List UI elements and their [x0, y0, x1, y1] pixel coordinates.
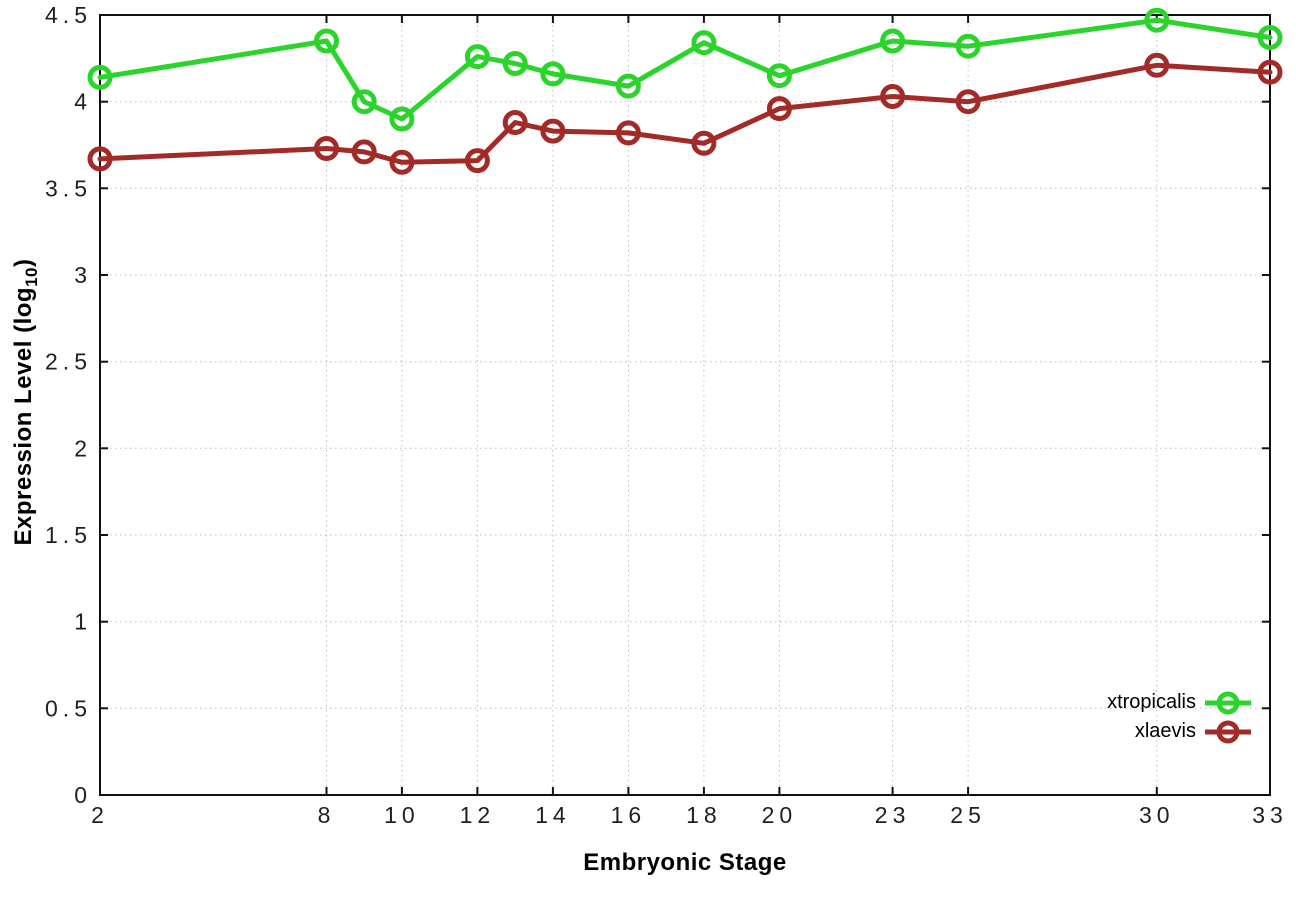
x-tick-label: 14 [535, 802, 571, 828]
data-point-xtropicalis [691, 30, 717, 56]
x-tick-label: 33 [1252, 802, 1288, 828]
data-point-xlaevis [540, 118, 566, 144]
x-axis-label: Embryonic Stage [583, 849, 787, 876]
data-point-xlaevis [1144, 52, 1170, 78]
x-tick-label: 8 [318, 802, 336, 828]
x-tick-label: 25 [950, 802, 986, 828]
data-point-xtropicalis [540, 61, 566, 87]
data-point-xtropicalis [314, 28, 339, 54]
data-point-xlaevis [615, 120, 641, 146]
y-tick-label: 2.5 [45, 349, 92, 375]
y-tick-label: 1 [74, 609, 92, 635]
data-point-xtropicalis [1257, 25, 1283, 50]
x-tick-label: 2 [91, 802, 109, 828]
x-tick-label: 20 [762, 802, 798, 828]
y-tick-label: 2 [74, 435, 92, 461]
x-tick-label: 18 [686, 802, 722, 828]
y-tick-label: 3.5 [45, 175, 92, 201]
data-point-xtropicalis [955, 33, 981, 59]
plot-border [99, 14, 1271, 796]
legend-marker-xtropicalis-icon [1205, 691, 1251, 714]
legend-marker-xlaevis-icon [1205, 720, 1251, 743]
data-point-xlaevis [1257, 59, 1283, 85]
legend-label-xlaevis: xlaevis [1134, 720, 1196, 742]
data-point-xlaevis [502, 110, 528, 135]
legend-label-xtropicalis: xtropicalis [1107, 691, 1196, 713]
data-point-xtropicalis [351, 89, 377, 115]
y-tick-label: 4 [74, 89, 92, 115]
series-line-xlaevis [97, 62, 1273, 165]
data-point-xtropicalis [766, 63, 792, 89]
data-point-xtropicalis [87, 64, 113, 90]
data-point-xtropicalis [502, 51, 528, 76]
y-axis-label-subscript: 10 [21, 267, 41, 287]
y-tick-label: 0.5 [45, 695, 92, 721]
y-tick-label: 0 [74, 782, 92, 808]
legend: xtropicalis xlaevis [1107, 688, 1251, 746]
legend-item-xlaevis: xlaevis [1107, 717, 1251, 746]
data-point-xtropicalis [615, 73, 641, 99]
x-tick-label: 23 [875, 802, 911, 828]
data-point-xlaevis [691, 130, 717, 156]
data-point-xlaevis [87, 146, 113, 172]
series-line-xtropicalis [97, 17, 1273, 122]
y-axis-label: Expression Level (log10) [10, 259, 42, 546]
data-point-xlaevis [464, 148, 490, 174]
data-point-xtropicalis [880, 28, 906, 54]
data-point-xlaevis [766, 96, 792, 122]
legend-item-xtropicalis: xtropicalis [1107, 688, 1251, 717]
data-point-xlaevis [389, 149, 415, 175]
y-axis-label-close: ) [10, 258, 38, 268]
y-tick-label: 1.5 [45, 522, 92, 548]
data-point-xlaevis [351, 139, 377, 165]
data-point-xlaevis [955, 89, 981, 115]
data-point-xlaevis [314, 136, 339, 161]
y-tick-label: 3 [74, 262, 92, 288]
data-point-xtropicalis [389, 106, 415, 132]
x-tick-label: 16 [611, 802, 647, 828]
data-point-xlaevis [880, 84, 906, 109]
x-tick-label: 10 [384, 802, 420, 828]
data-point-xtropicalis [464, 44, 490, 70]
y-axis-label-text: Expression Level (log [10, 286, 38, 546]
data-point-xtropicalis [1144, 7, 1170, 33]
x-tick-label: 12 [460, 802, 496, 828]
x-tick-label: 30 [1139, 802, 1175, 828]
y-tick-label: 4.5 [45, 2, 92, 28]
